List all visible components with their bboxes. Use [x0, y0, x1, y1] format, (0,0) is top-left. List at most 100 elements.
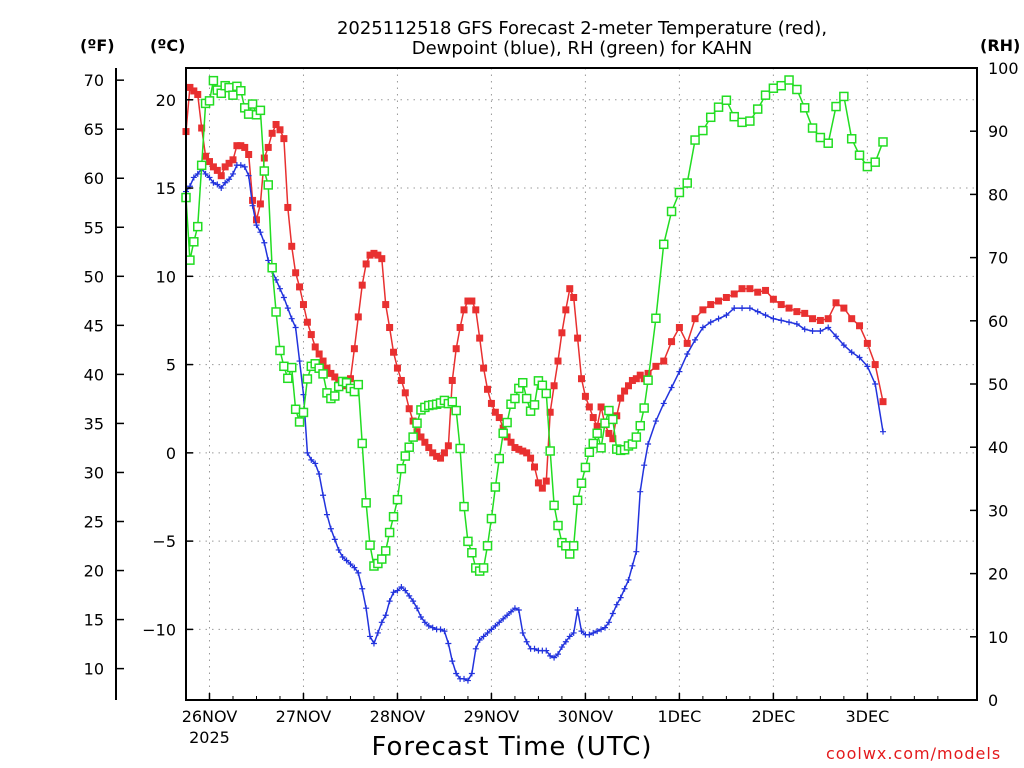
- temperature-point: [456, 324, 464, 332]
- temperature-point: [272, 120, 280, 128]
- dewpoint-point: [609, 610, 616, 617]
- dewpoint-point: [190, 174, 197, 181]
- temperature-point: [437, 454, 445, 462]
- dewpoint-point: [386, 598, 393, 605]
- temperature-point: [198, 124, 206, 132]
- dewpoint-point: [543, 647, 550, 654]
- temperature-point: [421, 438, 429, 446]
- dewpoint-point: [253, 222, 260, 229]
- dewpoint-point: [840, 342, 847, 349]
- rh-point: [365, 540, 375, 550]
- rh-point: [568, 541, 579, 551]
- rh-point: [494, 453, 505, 464]
- x-tick-label-30nov: 30NOV: [558, 707, 614, 726]
- temperature-point: [762, 286, 770, 294]
- temperature-point: [738, 285, 746, 293]
- temperature-point: [542, 477, 550, 485]
- fahrenheit-tick-label: 30: [84, 463, 104, 482]
- dewpoint-point: [421, 619, 428, 626]
- rh-point: [377, 554, 387, 564]
- temperature-point: [460, 306, 468, 314]
- rh-point: [643, 375, 653, 385]
- temperature-point: [397, 376, 405, 384]
- temperature-point: [816, 316, 824, 324]
- dewpoint-point: [222, 179, 229, 186]
- dewpoint-point: [641, 462, 648, 469]
- x-tick-label-26nov: 26NOV: [182, 707, 238, 726]
- rh-point: [498, 428, 508, 439]
- x-axis-title: Forecast Time (UTC): [371, 732, 653, 762]
- rh-point: [580, 462, 591, 473]
- dewpoint-point: [194, 170, 201, 177]
- rh-tick-label: 70: [988, 249, 1008, 268]
- temperature-point: [562, 306, 570, 314]
- dewpoint-point: [699, 324, 706, 331]
- rh-point: [752, 104, 763, 114]
- temperature-point: [722, 293, 730, 301]
- dewpoint-point: [746, 305, 753, 312]
- temperature-point: [785, 304, 793, 312]
- rh-point: [404, 442, 414, 452]
- dewpoint-point: [292, 324, 299, 331]
- temperature-point: [840, 304, 848, 312]
- rh-point: [459, 501, 469, 512]
- rh-point: [862, 161, 873, 172]
- dewpoint-point: [284, 305, 291, 312]
- temperature-point: [707, 301, 715, 309]
- rh-point: [639, 403, 649, 413]
- x-tick-label-27nov: 27NOV: [276, 707, 332, 726]
- temperature-point: [652, 362, 660, 370]
- temperature-point: [331, 373, 339, 381]
- dewpoint-point: [856, 354, 863, 361]
- rh-point: [553, 520, 563, 531]
- rh-point: [651, 313, 661, 324]
- dewpoint-point: [676, 368, 683, 375]
- dewpoint-point: [574, 606, 581, 613]
- temperature-point: [233, 142, 241, 150]
- rh-point: [412, 418, 422, 428]
- rh-point: [380, 546, 391, 556]
- dewpoint-point: [382, 612, 389, 619]
- dewpoint-point: [312, 460, 319, 467]
- celsius-tick-label: 20: [156, 91, 176, 110]
- rh-point: [298, 407, 309, 418]
- rh-point: [353, 379, 364, 390]
- temperature-point: [675, 324, 683, 332]
- celsius-tick-label: 10: [156, 267, 176, 286]
- rh-point: [604, 405, 614, 416]
- rh-point: [384, 527, 395, 538]
- temperature-point: [390, 348, 398, 356]
- temperature-point: [777, 301, 785, 309]
- rh-point: [541, 388, 552, 399]
- dewpoint-point: [206, 174, 213, 181]
- temperature-point: [241, 143, 249, 151]
- dewpoint-point: [327, 525, 334, 532]
- dewpoint-point: [793, 320, 800, 327]
- rh-point: [705, 112, 716, 123]
- temperature-point: [378, 255, 386, 263]
- rh-series: [181, 75, 888, 576]
- temperature-point: [237, 142, 245, 150]
- temperature-point: [374, 251, 382, 259]
- rh-point: [729, 111, 739, 122]
- dewpoint-point: [652, 418, 659, 425]
- dewpoint-point: [351, 564, 358, 571]
- rh-point: [236, 86, 246, 96]
- temperature-point: [585, 403, 593, 411]
- fahrenheit-unit-label: (ºF): [80, 36, 115, 55]
- rh-point: [510, 393, 520, 404]
- temperature-point: [323, 364, 331, 372]
- dewpoint-point: [523, 638, 530, 645]
- temperature-point: [558, 329, 566, 337]
- dewpoint-point: [586, 631, 593, 638]
- x-tick-label-29nov: 29NOV: [464, 707, 520, 726]
- temperature-point: [871, 361, 879, 369]
- temperature-point: [832, 299, 840, 307]
- rh-point: [302, 374, 313, 384]
- fahrenheit-tick-label: 65: [84, 120, 104, 139]
- rh-point: [290, 404, 301, 415]
- chart-title-line2: Dewpoint (blue), RH (green) for KAHN: [411, 38, 753, 59]
- rh-point: [839, 91, 849, 102]
- rh-point: [463, 536, 473, 547]
- dewpoint-point: [633, 548, 640, 555]
